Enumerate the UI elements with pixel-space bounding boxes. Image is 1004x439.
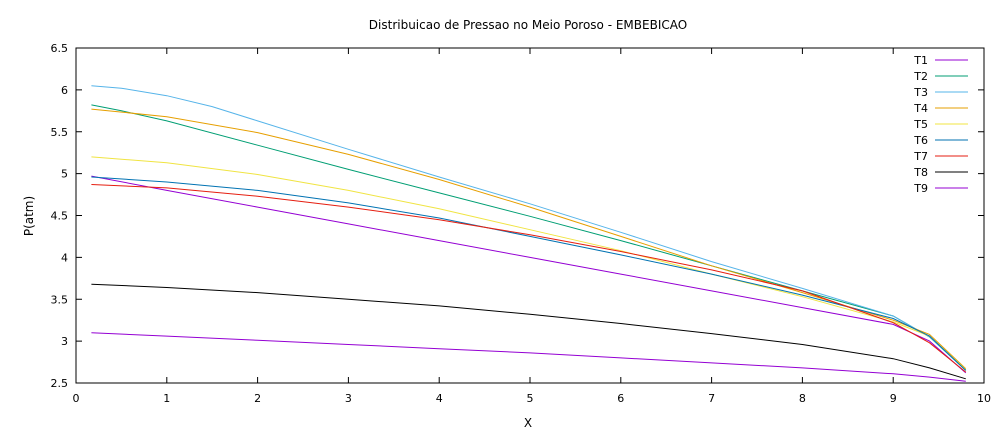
legend-label-t9: T9 <box>913 182 928 195</box>
legend-label-t7: T7 <box>913 150 928 163</box>
x-tick-label: 9 <box>890 392 897 405</box>
y-tick-label: 6.5 <box>51 42 69 55</box>
series-line-t3 <box>91 85 967 371</box>
x-tick-label: 4 <box>436 392 443 405</box>
series-line-t2 <box>91 104 967 371</box>
y-axis-label: P(atm) <box>22 196 36 236</box>
x-tick-label: 10 <box>977 392 991 405</box>
legend-label-t2: T2 <box>913 70 928 83</box>
legend-label-t8: T8 <box>913 166 928 179</box>
legend-label-t4: T4 <box>913 102 928 115</box>
legend-label-t5: T5 <box>913 118 928 131</box>
series-line-t5 <box>91 156 967 370</box>
legend-label-t3: T3 <box>913 86 928 99</box>
series-line-t9 <box>91 332 966 382</box>
series-line-t8 <box>91 283 966 380</box>
legend-label-t1: T1 <box>913 54 928 67</box>
series-line-t6 <box>91 176 967 371</box>
x-tick-label: 2 <box>254 392 261 405</box>
y-tick-label: 4 <box>61 251 68 264</box>
x-tick-label: 7 <box>708 392 715 405</box>
data-series <box>91 85 967 382</box>
x-tick-label: 6 <box>617 392 624 405</box>
legend: T1 T2 T3 T4 T5 T6 T7 T8 T9 <box>913 54 968 195</box>
series-line-t7 <box>91 184 967 373</box>
x-tick-label: 0 <box>73 392 80 405</box>
y-tick-label: 5.5 <box>51 126 69 139</box>
x-tick-label: 1 <box>163 392 170 405</box>
y-tick-label: 5 <box>61 168 68 181</box>
y-tick-label: 3 <box>61 335 68 348</box>
plot-frame <box>75 47 985 384</box>
series-line-t1 <box>91 175 967 374</box>
x-tick-label: 3 <box>345 392 352 405</box>
x-tick-label: 8 <box>799 392 806 405</box>
x-tick-label: 5 <box>527 392 534 405</box>
series-line-t4 <box>91 108 967 370</box>
y-tick-label: 2.5 <box>51 377 69 390</box>
chart-title: Distribuicao de Pressao no Meio Poroso -… <box>369 18 687 32</box>
y-tick-label: 3.5 <box>51 293 69 306</box>
y-tick-label: 4.5 <box>51 210 69 223</box>
y-tick-label: 6 <box>61 84 68 97</box>
x-axis-label: X <box>524 416 532 430</box>
legend-label-t6: T6 <box>913 134 928 147</box>
axis-ticks: 0 1 2 3 4 5 6 7 8 9 10 2.5 3 3.5 4 4.5 5 5.5 6 6.5 <box>51 42 992 405</box>
